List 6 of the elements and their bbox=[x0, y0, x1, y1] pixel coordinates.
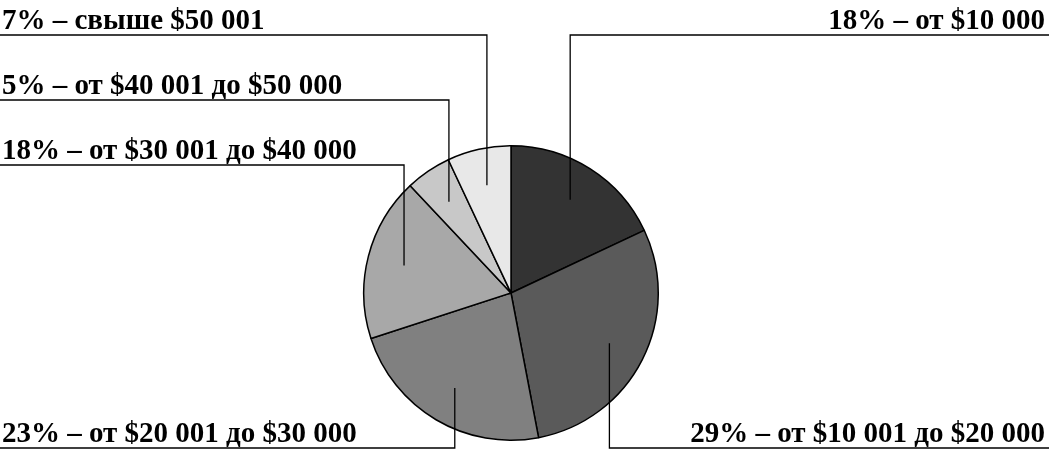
slice-label: 7% – свыше $50 001 bbox=[2, 3, 265, 35]
slice-label: 18% – от $10 000 bbox=[828, 3, 1045, 35]
slice-label: 29% – от $10 001 до $20 000 bbox=[690, 416, 1045, 448]
slice-label: 5% – от $40 001 до $50 000 bbox=[2, 68, 343, 100]
slice-label: 18% – от $30 001 до $40 000 bbox=[2, 133, 357, 165]
slice-label: 23% – от $20 001 до $30 000 bbox=[2, 416, 357, 448]
